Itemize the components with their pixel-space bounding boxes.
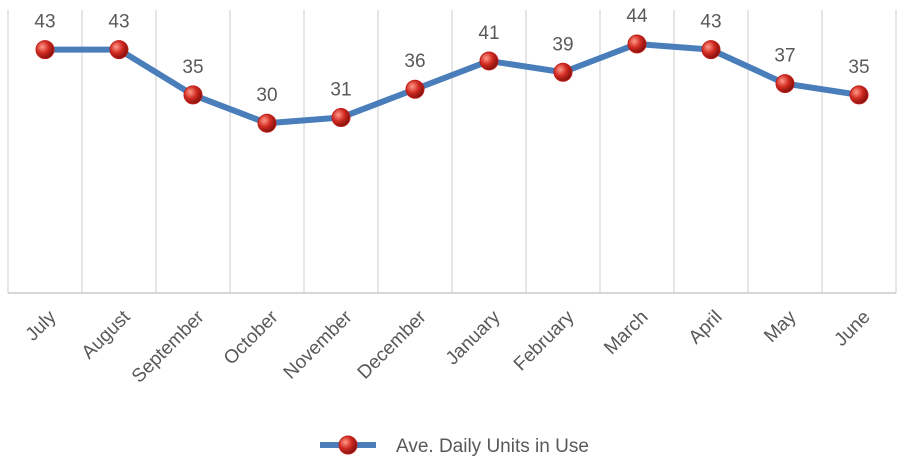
data-label: 36 <box>404 51 425 72</box>
data-label: 39 <box>552 34 573 55</box>
point <box>331 108 351 128</box>
x-tick-label: September <box>128 306 209 387</box>
data-label: 44 <box>626 6 648 27</box>
point <box>553 62 573 82</box>
x-tick-label: October <box>220 306 283 369</box>
point <box>257 113 277 133</box>
data-label: 43 <box>700 12 721 33</box>
x-tick-label: April <box>685 307 727 349</box>
x-tick-label: March <box>600 307 652 359</box>
legend-label: Ave. Daily Units in Use <box>396 436 589 457</box>
point <box>701 40 721 60</box>
x-tick-label: May <box>760 306 801 347</box>
x-tick-label: July <box>22 306 61 345</box>
x-tick-label: June <box>831 307 875 351</box>
x-tick-label: February <box>510 306 579 375</box>
point <box>109 40 129 60</box>
data-label: 37 <box>774 46 795 67</box>
point <box>849 85 869 105</box>
series-line <box>45 40 860 127</box>
legend-marker <box>338 435 358 455</box>
data-label: 41 <box>478 23 499 44</box>
x-tick-label: December <box>354 306 431 383</box>
data-label: 43 <box>34 12 55 33</box>
x-tick-label: August <box>78 306 135 363</box>
point <box>405 79 425 99</box>
point <box>627 34 647 54</box>
point <box>479 51 499 71</box>
point <box>183 85 203 105</box>
data-label: 35 <box>848 57 869 78</box>
data-label: 35 <box>182 57 203 78</box>
point <box>775 74 795 94</box>
data-label: 43 <box>108 12 129 33</box>
data-label: 31 <box>330 80 351 101</box>
x-tick-label: November <box>280 306 357 383</box>
x-tick-label: January <box>442 306 505 369</box>
data-label: 30 <box>256 85 277 106</box>
point <box>35 40 55 60</box>
